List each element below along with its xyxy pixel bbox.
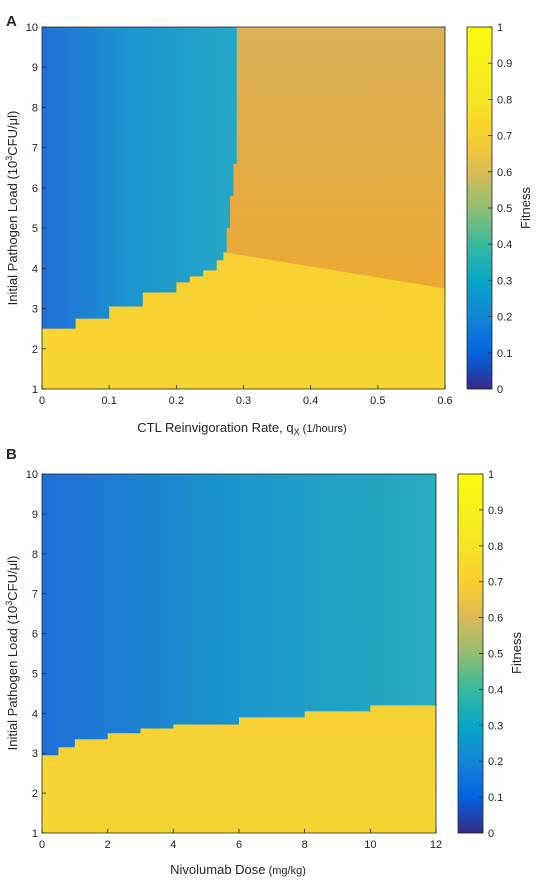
panel-a-x-tick-label: 0 [39, 395, 45, 407]
panel-b-x-tick-label: 6 [236, 839, 242, 851]
panel-a-colorbar-tick-label: 1 [497, 22, 503, 34]
panel-a-x-tick-label: 0.5 [370, 395, 385, 407]
panel-a-region-low-fitness [42, 27, 237, 329]
panel-b-colorbar-tick-label: 0.2 [488, 756, 503, 768]
panel-a-x-tick-label: 0.3 [236, 395, 251, 407]
panel-a-colorbar-bar [466, 26, 493, 390]
panel-b-y-tick-label: 5 [32, 668, 38, 680]
panel-b-x-tick-label: 2 [105, 839, 111, 851]
panel-b-colorbar-bar [457, 473, 484, 834]
panel-b-plot-area [41, 473, 437, 834]
panel-a-colorbar-tick-label: 0.1 [497, 348, 512, 360]
panel-a-y-tick-label: 9 [32, 62, 38, 74]
panel-a-y-ticks: 1 2 3 4 5 6 7 8 9 10 [26, 22, 46, 396]
panel-a-y-tick-label: 8 [32, 102, 38, 114]
panel-a-x-axis-label: CTL Reinvigoration Rate, qX (1/hours) [137, 420, 346, 437]
panel-a-colorbar-tick-label: 0.7 [497, 131, 512, 143]
panel-a-colorbar-ticks: 0 0.1 0.2 0.3 0.4 0.5 0.6 0.7 0.8 0.9 1 [488, 22, 512, 396]
panel-a-y-tick-label: 10 [26, 22, 38, 34]
panel-b-colorbar: 0 0.1 0.2 0.3 0.4 0.5 0.6 0.7 0.8 0.9 1 Fitness [457, 469, 524, 840]
panel-b-y-ticks: 1 2 3 4 5 6 7 8 9 10 [26, 469, 46, 840]
panel-a-colorbar: 0 0.1 0.2 0.3 0.4 0.5 0.6 0.7 0.8 0.9 1 Fitness [466, 22, 533, 396]
panel-a-x-tick-label: 0.6 [437, 395, 452, 407]
panel-a-y-tick-label: 3 [32, 304, 38, 316]
panel-a-letter: A [6, 13, 17, 30]
panel-a-y-axis-label: Initial Pathogen Load (103CFU/μl) [4, 111, 20, 306]
panel-b-x-tick-label: 4 [170, 839, 176, 851]
panel-b-x-tick-label: 10 [364, 839, 376, 851]
panel-a-y-tick-label: 4 [32, 263, 38, 275]
panel-b-y-tick-label: 6 [32, 629, 38, 641]
panel-b-x-ticks: 0 2 4 6 8 10 12 [39, 829, 442, 851]
panel-a-colorbar-tick-label: 0.5 [497, 203, 512, 215]
panel-b-y-tick-label: 3 [32, 748, 38, 760]
panel-a-colorbar-tick-label: 0.6 [497, 167, 512, 179]
panel-b-y-tick-label: 10 [26, 469, 38, 481]
panel-a-y-tick-label: 2 [32, 344, 38, 356]
panel-b-colorbar-label: Fitness [509, 632, 524, 674]
panel-a-colorbar-tick-label: 0.2 [497, 312, 512, 324]
panel-a-y-tick-label: 1 [32, 384, 38, 396]
panel-b-colorbar-tick-label: 0 [488, 828, 494, 840]
panel-b-colorbar-tick-label: 0.1 [488, 792, 503, 804]
panel-a-colorbar-tick-label: 0.8 [497, 94, 512, 106]
panel-b-colorbar-tick-label: 0.6 [488, 613, 503, 625]
panel-a-y-tick-label: 6 [32, 183, 38, 195]
panel-b-x-tick-label: 8 [302, 839, 308, 851]
panel-a-y-tick-label: 5 [32, 223, 38, 235]
panel-b-y-axis-label: Initial Pathogen Load (103CFU/μl) [4, 556, 20, 751]
panel-a-plot-area [41, 26, 446, 390]
panel-b-y-tick-label: 8 [32, 549, 38, 561]
panel-a-x-tick-label: 0.1 [102, 395, 117, 407]
panel-a-colorbar-tick-label: 0.3 [497, 275, 512, 287]
panel-a-colorbar-tick-label: 0.4 [497, 239, 512, 251]
panel-b-colorbar-tick-label: 0.9 [488, 505, 503, 517]
panel-a-x-tick-label: 0.4 [303, 395, 318, 407]
panel-b-colorbar-tick-label: 1 [488, 469, 494, 481]
panel-b-x-axis-label: Nivolumab Dose (mg/kg) [170, 862, 306, 877]
panel-b-y-tick-label: 4 [32, 708, 38, 720]
panel-a-x-tick-label: 0.2 [169, 395, 184, 407]
panel-b-y-tick-label: 2 [32, 788, 38, 800]
panel-b-x-tick-label: 12 [430, 839, 442, 851]
panel-b-colorbar-tick-label: 0.5 [488, 649, 503, 661]
panel-a-colorbar-tick-label: 0.9 [497, 58, 512, 70]
panel-b-y-tick-label: 9 [32, 509, 38, 521]
panel-b-colorbar-ticks: 0 0.1 0.2 0.3 0.4 0.5 0.6 0.7 0.8 0.9 1 [479, 469, 503, 840]
panel-a-y-tick-label: 7 [32, 143, 38, 155]
panel-a-x-ticks: 0 0.1 0.2 0.3 0.4 0.5 0.6 [39, 385, 453, 407]
panel-a-colorbar-tick-label: 0 [497, 384, 503, 396]
panel-a-colorbar-label: Fitness [518, 187, 533, 229]
panel-b-letter: B [6, 446, 17, 463]
panel-b-y-tick-label: 7 [32, 589, 38, 601]
panel-b-y-tick-label: 1 [32, 828, 38, 840]
panel-b-colorbar-tick-label: 0.4 [488, 684, 503, 696]
panel-b-colorbar-tick-label: 0.3 [488, 720, 503, 732]
panel-b-colorbar-tick-label: 0.8 [488, 541, 503, 553]
panel-b-region-low-fitness [42, 474, 436, 756]
panel-b-x-tick-label: 0 [39, 839, 45, 851]
panel-b-colorbar-tick-label: 0.7 [488, 577, 503, 589]
